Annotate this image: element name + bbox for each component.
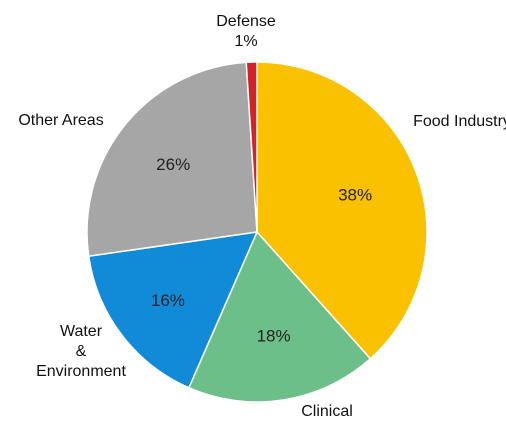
slice-water-and-environment — [87, 231, 259, 389]
category-labels: Food Industry Clinical Water & Environment Ot… — [18, 13, 506, 420]
slice-food-industry — [256, 61, 428, 360]
slice-other-areas — [86, 61, 258, 258]
pie-slices — [86, 61, 428, 403]
slice-defense — [245, 61, 258, 233]
category-label-defense: Defense 1% — [216, 13, 276, 50]
percentage-labels: 38% 18% 16% 26% — [151, 155, 372, 346]
category-label-clinical: Clinical — [301, 403, 353, 420]
value-label-water-and-environment: 16% — [151, 291, 185, 310]
value-label-other-areas: 26% — [156, 155, 190, 174]
category-label-water-and-environment: Water & Environment — [36, 323, 126, 380]
category-label-food-industry: Food Industry — [413, 113, 506, 130]
slice-clinical — [187, 230, 372, 403]
value-label-clinical: 18% — [257, 327, 291, 346]
value-label-food-industry: 38% — [338, 186, 372, 205]
category-label-other-areas: Other Areas — [18, 112, 103, 129]
